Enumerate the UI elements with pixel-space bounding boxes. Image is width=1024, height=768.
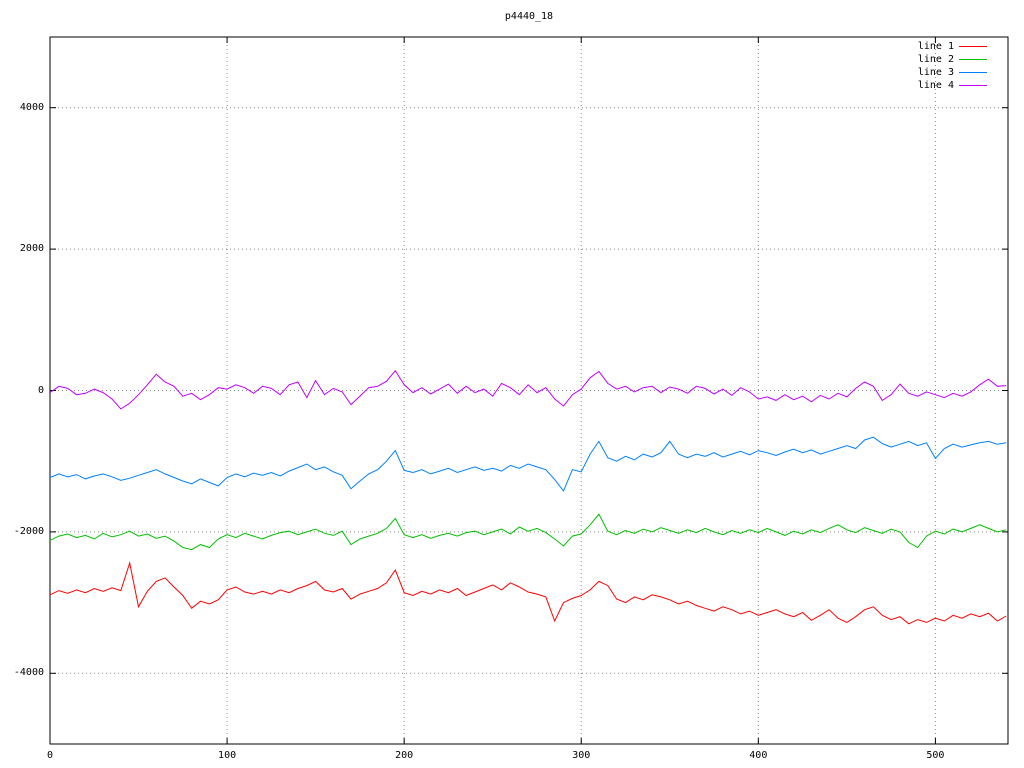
x-tick-label: 200 <box>395 750 414 761</box>
y-tick-label: 4000 <box>19 101 44 113</box>
y-tick-label: 0 <box>37 384 44 396</box>
series-4 <box>49 369 1007 410</box>
series-3 <box>49 436 1007 492</box>
legend-line-swatch <box>959 85 987 86</box>
legend-label: line 1 <box>917 41 954 52</box>
y-tick-label: 2000 <box>19 243 44 255</box>
legend-line-swatch <box>959 46 987 47</box>
legend-line-swatch <box>959 72 987 73</box>
legend-label: line 4 <box>917 80 954 91</box>
legend-item-line1: line 1 <box>918 41 987 52</box>
x-tick-label: 400 <box>749 750 768 761</box>
chart-title: p4440_18 <box>504 11 554 22</box>
legend-line-swatch <box>959 59 987 60</box>
x-tick-label: 100 <box>218 750 237 761</box>
plot-border <box>49 36 1009 745</box>
legend-label: line 3 <box>917 67 954 78</box>
legend-label: line 2 <box>917 54 954 65</box>
y-tick-label: -2000 <box>13 525 44 537</box>
legend: line 1 line 2 line 3 line 4 <box>918 41 987 91</box>
legend-item-line3: line 3 <box>918 67 987 78</box>
x-tick-label: 0 <box>46 750 54 761</box>
x-tick-label: 500 <box>926 750 945 761</box>
series-1 <box>49 561 1007 625</box>
legend-item-line2: line 2 <box>918 54 987 65</box>
series-2 <box>49 513 1007 551</box>
legend-item-line4: line 4 <box>918 80 987 91</box>
y-tick-label: -4000 <box>13 667 44 679</box>
x-tick-label: 300 <box>572 750 591 761</box>
